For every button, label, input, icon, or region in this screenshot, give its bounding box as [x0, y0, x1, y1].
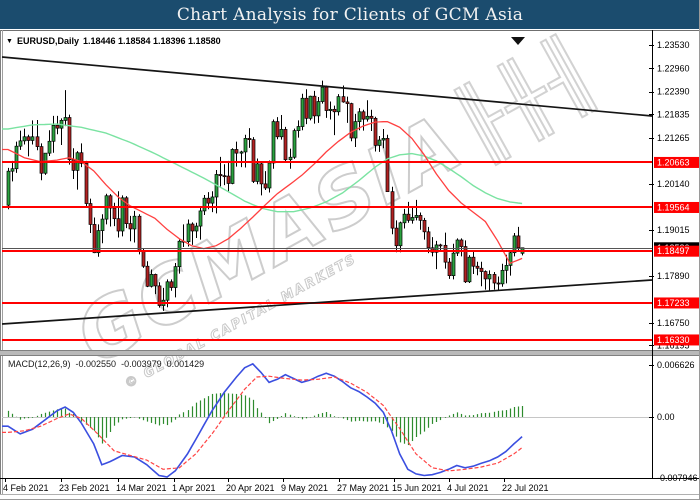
- descending-resistance-trendline: [1, 56, 653, 117]
- time-axis[interactable]: 4 Feb 2021 23 Feb 2021 14 Mar 2021 1 Apr 20…: [0, 478, 700, 495]
- level-price-badge: [654, 156, 699, 168]
- macd-signal-line: [2, 375, 523, 472]
- level-badge-text: 1.17233: [657, 298, 690, 308]
- macd-tick-label: 0.00: [657, 412, 675, 422]
- price-tick-label: 1.22960: [657, 63, 690, 73]
- ascending-support-trendline: [1, 279, 653, 325]
- page-title: Chart Analysis for Clients of GCM Asia: [176, 4, 524, 25]
- macd-indicator-label: MACD(12,26,9) -0.002550 -0.003979 0.0014…: [8, 359, 204, 369]
- ohlc-values: 1.18446 1.18584 1.18396 1.18580: [82, 36, 221, 46]
- price-tick-label: 1.23530: [657, 40, 690, 50]
- ma-fast-line: [2, 120, 523, 265]
- price-tick-label: 1.17890: [657, 271, 690, 281]
- time-tick-label: 14 Mar 2021: [116, 483, 167, 493]
- price-tick-label: 1.21835: [657, 109, 690, 119]
- chart-frame: [0, 30, 699, 494]
- level-price-badge: [654, 297, 699, 309]
- symbol-timeframe: EURUSD,Daily: [16, 36, 79, 46]
- macd-pane: [2, 362, 652, 478]
- price-tick-label: 1.16750: [657, 318, 690, 328]
- time-tick-label: 23 Feb 2021: [59, 483, 110, 493]
- price-tick-label: 1.19015: [657, 225, 690, 235]
- chart-shift-marker-icon: [511, 37, 525, 45]
- price-tick-label: 1.20140: [657, 179, 690, 189]
- level-price-badge: [654, 334, 699, 346]
- time-tick-label: 1 Apr 2021: [172, 483, 216, 493]
- macd-name: MACD(12,26,9): [8, 359, 71, 369]
- time-tick-label: 27 May 2021: [337, 483, 389, 493]
- time-tick-label: 4 Feb 2021: [3, 483, 49, 493]
- macd-histogram: [7, 392, 524, 446]
- macd-value-main: -0.002550: [75, 359, 117, 369]
- macd-main-line: [2, 362, 523, 478]
- price-axis[interactable]: 1.23530 1.22960 1.22390 1.21835 1.21265 1.201…: [649, 30, 699, 483]
- level-badge-text: 1.16330: [657, 335, 690, 345]
- time-tick-label: 22 Jul 2021: [502, 483, 549, 493]
- candles-layer: [6, 80, 525, 311]
- level-badge-text: 1.19564: [657, 202, 690, 212]
- ma-slow-line: [2, 123, 523, 213]
- level-badge-text: 1.20663: [657, 157, 690, 167]
- collapse-arrow-icon[interactable]: ▼: [6, 37, 13, 45]
- price-tick-label: 1.21265: [657, 133, 690, 143]
- level-price-badge: [654, 245, 699, 257]
- pane-separator: [0, 350, 699, 356]
- macd-tick-label: 0.006626: [657, 360, 695, 370]
- time-tick-label: 15 Jun 2021: [392, 483, 442, 493]
- time-tick-label: 9 May 2021: [281, 483, 328, 493]
- title-bar: Chart Analysis for Clients of GCM Asia: [0, 0, 699, 29]
- time-tick-label: 4 Jul 2021: [447, 483, 489, 493]
- macd-value-signal: -0.003979: [121, 359, 162, 369]
- price-tick-label: 1.22390: [657, 87, 690, 97]
- level-price-badge: [654, 201, 699, 213]
- macd-value-hist: 0.001429: [166, 359, 205, 369]
- price-tick-label: 1.16195: [657, 340, 690, 350]
- main-price-pane: [1, 56, 653, 341]
- time-tick-label: 20 Apr 2021: [226, 483, 275, 493]
- symbol-info-line: ▼ EURUSD,Daily 1.18446 1.18584 1.18396 1…: [6, 36, 221, 46]
- level-badge-text: 1.18497: [657, 246, 690, 256]
